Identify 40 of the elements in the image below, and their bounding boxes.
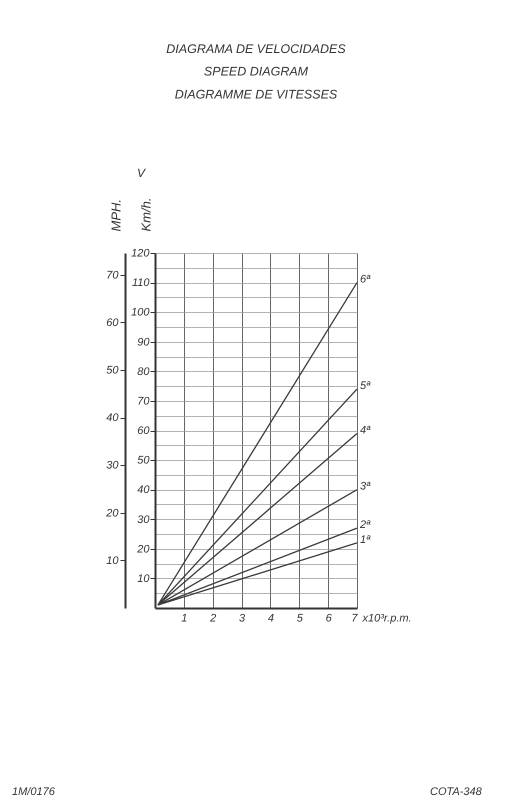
y-tick-label: 100 — [131, 306, 150, 319]
y-tick-label: 30 — [137, 514, 150, 526]
text: 1M/0176 — [12, 786, 56, 798]
series-label: 3ª — [360, 480, 372, 493]
x-axis-title: x10³r.p.m. — [362, 612, 412, 624]
series-label: 6ª — [360, 274, 372, 286]
y2-tick-label: 30 — [106, 460, 120, 472]
series-label: 2ª — [359, 519, 372, 532]
x-tick-label: 3 — [239, 612, 246, 624]
text: COTA-348 — [430, 786, 483, 798]
y2-tick-label: 20 — [105, 507, 120, 520]
y-tick-label: 70 — [137, 395, 150, 408]
chart-subtitle: SPEED DIAGRAM DIAGRAMME DE VITESSES — [174, 64, 338, 102]
text: V — [136, 166, 146, 180]
series-label: 5ª — [360, 380, 372, 392]
y2-tick-label: 50 — [106, 364, 120, 377]
x-tick-label: 7 — [351, 612, 358, 624]
y2-tick-label: 70 — [106, 269, 120, 282]
x-tick-label: 4 — [268, 612, 274, 624]
series-label: 4ª — [360, 424, 372, 436]
y-tick-label: 90 — [137, 336, 150, 348]
x-tick-label: 5 — [296, 612, 304, 624]
y2-tick-label: 10 — [106, 554, 120, 567]
y-tick-label: 80 — [137, 366, 150, 378]
chart-title: DIAGRAMA DE VELOCIDADES — [166, 42, 346, 56]
series-label: 1ª — [360, 534, 372, 546]
y-tick-label: 60 — [137, 425, 150, 437]
y-tick-label: 110 — [132, 277, 150, 290]
y-tick-label: 50 — [137, 454, 150, 467]
x-tick-label: 6 — [326, 612, 333, 624]
y2-tick-label: 60 — [106, 316, 120, 329]
y-tick-label: 10 — [137, 572, 150, 585]
y-tick-label: 120 — [131, 248, 150, 260]
y2-tick-label: 40 — [106, 412, 120, 424]
y2-axis-title: MPH. — [108, 199, 124, 232]
y-axis-title: Km/h. — [138, 198, 154, 232]
y-tick-label: 20 — [136, 543, 150, 556]
x-tick-label: 1 — [181, 612, 188, 624]
y-tick-label: 40 — [137, 484, 150, 496]
x-tick-label: 2 — [209, 612, 216, 624]
